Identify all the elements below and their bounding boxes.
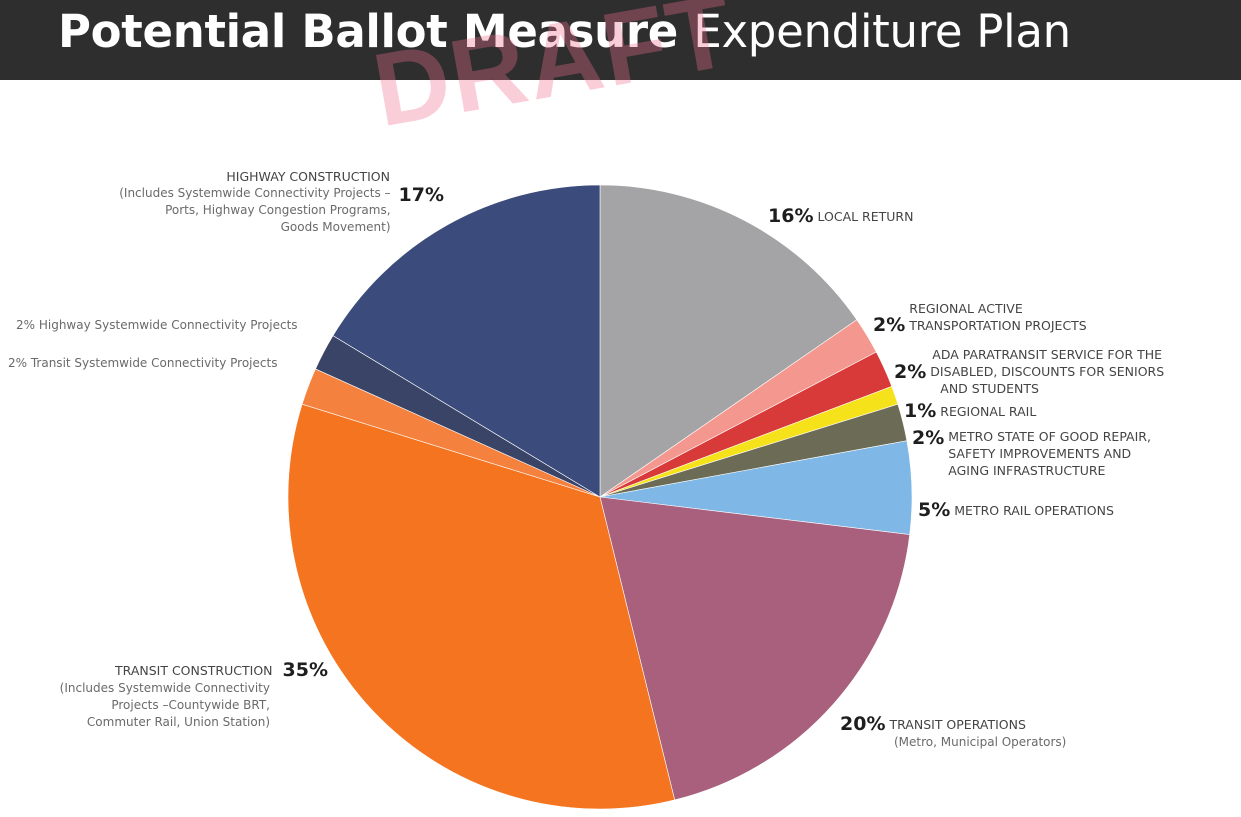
text-highway-construction: HIGHWAY CONSTRUCTION xyxy=(226,169,390,184)
text-local-return: LOCAL RETURN xyxy=(817,208,914,224)
text-metro-sgr-3: AGING INFRASTRUCTURE xyxy=(948,463,1106,478)
label-highway-systemwide: 2% Highway Systemwide Connectivity Proje… xyxy=(16,318,298,332)
pie-slice-0 xyxy=(599,184,858,498)
sub-transit-operations: (Metro, Municipal Operators) xyxy=(894,735,1067,749)
label-metro-rail-ops: 5% METRO RAIL OPERATIONS xyxy=(918,500,1114,520)
text-ada-paratransit-1: ADA PARATRANSIT SERVICE FOR THE xyxy=(932,347,1163,362)
sub-transit-construction-3: Commuter Rail, Union Station) xyxy=(86,715,270,729)
text-metro-rail-ops: METRO RAIL OPERATIONS xyxy=(954,502,1114,518)
pct-regional-rail: 1% xyxy=(904,400,937,422)
text-ada-paratransit-3: AND STUDENTS xyxy=(940,381,1039,396)
sub-transit-construction-2: Projects –Countywide BRT, xyxy=(111,698,270,712)
pie-slice-10 xyxy=(332,184,601,498)
pct-regional-active: 2% xyxy=(873,314,906,336)
text-regional-active-1: REGIONAL ACTIVE xyxy=(909,301,1023,316)
text-transit-operations: TRANSIT OPERATIONS xyxy=(889,716,1026,732)
text-metro-sgr-1: METRO STATE OF GOOD REPAIR, xyxy=(948,429,1151,444)
label-local-return: 16% LOCAL RETURN xyxy=(768,206,913,226)
pct-transit-operations: 20% xyxy=(840,713,886,735)
label-metro-sgr: 2% METRO STATE OF GOOD REPAIR, SAFETY IM… xyxy=(912,428,1151,479)
title-light: Expenditure Plan xyxy=(693,5,1071,58)
sub-highway-construction-1: (Includes Systemwide Connectivity Projec… xyxy=(119,186,391,200)
pie-slice-6 xyxy=(599,496,911,801)
text-regional-active-2: TRANSPORTATION PROJECTS xyxy=(909,318,1087,333)
text-ada-paratransit-2: DISABLED, DISCOUNTS FOR SENIORS xyxy=(930,364,1165,379)
text-regional-rail: REGIONAL RAIL xyxy=(940,403,1037,419)
title-bold: Potential Ballot Measure xyxy=(58,5,678,58)
page-title: Potential Ballot Measure Expenditure Pla… xyxy=(58,4,1071,60)
pct-local-return: 16% xyxy=(768,205,814,227)
label-ada-paratransit: 2% ADA PARATRANSIT SERVICE FOR THE DISAB… xyxy=(894,346,1164,397)
pct-metro-sgr: 2% xyxy=(912,427,945,449)
pct-highway-construction: 17% xyxy=(398,184,444,206)
header-bar: Potential Ballot Measure Expenditure Pla… xyxy=(0,0,1241,80)
sub-highway-construction-2: Ports, Highway Congestion Programs, xyxy=(165,203,391,217)
sub-transit-construction-1: (Includes Systemwide Connectivity xyxy=(59,681,270,695)
label-highway-construction: HIGHWAY CONSTRUCTION (Includes Systemwid… xyxy=(40,168,444,236)
label-transit-operations: 20% TRANSIT OPERATIONS (Metro, Municipal… xyxy=(840,714,1066,751)
pct-metro-rail-ops: 5% xyxy=(918,499,951,521)
pct-ada-paratransit: 2% xyxy=(894,360,927,383)
pie-slice-7 xyxy=(287,403,676,810)
pct-transit-construction: 35% xyxy=(282,659,328,681)
label-transit-systemwide: 2% Transit Systemwide Connectivity Proje… xyxy=(8,356,278,370)
label-regional-active: 2% REGIONAL ACTIVE TRANSPORTATION PROJEC… xyxy=(873,300,1087,336)
text-metro-sgr-2: SAFETY IMPROVEMENTS AND xyxy=(948,446,1132,461)
sub-highway-construction-3: Goods Movement) xyxy=(280,220,391,234)
label-regional-rail: 1% REGIONAL RAIL xyxy=(904,401,1036,421)
label-transit-construction: TRANSIT CONSTRUCTION 35% (Includes Syste… xyxy=(24,660,328,731)
text-transit-construction: TRANSIT CONSTRUCTION xyxy=(115,662,273,678)
